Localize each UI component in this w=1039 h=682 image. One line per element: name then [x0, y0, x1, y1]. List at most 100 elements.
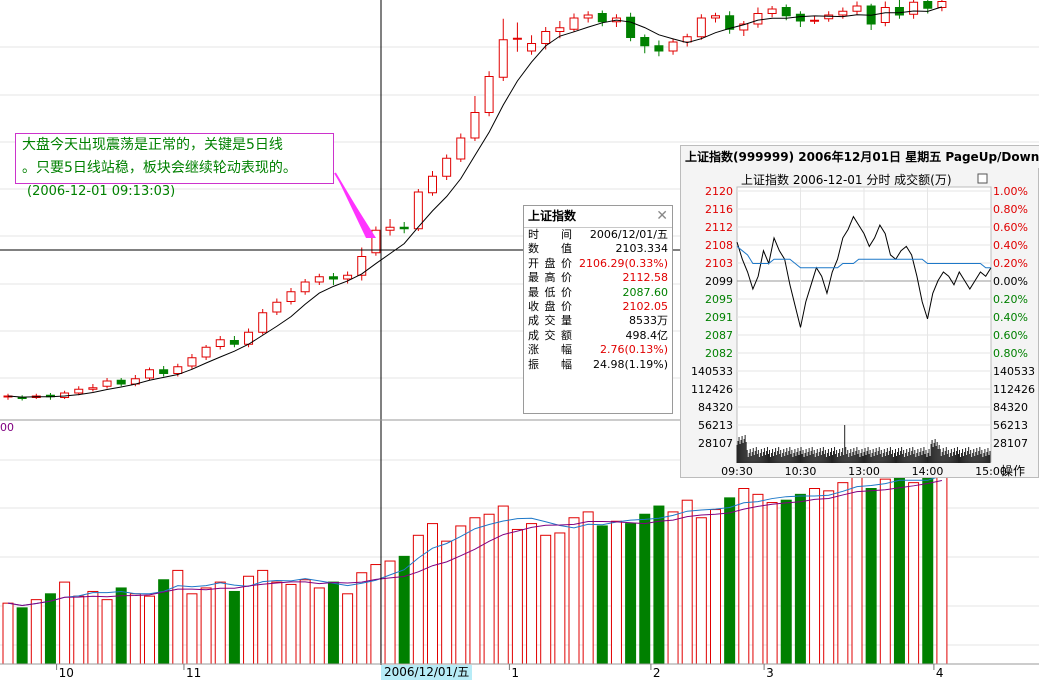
candle — [300, 279, 310, 295]
info-value: 2106.29(0.33%) — [578, 256, 668, 270]
info-row: 涨幅 2.76(0.13%) — [524, 343, 672, 357]
pct-tick: 0.40% — [993, 239, 1028, 252]
info-value: 498.4亿 — [625, 328, 669, 342]
candle — [343, 271, 353, 284]
candle — [357, 247, 367, 281]
info-key: 收盘价 — [528, 299, 572, 313]
pct-tick: 0.60% — [993, 221, 1028, 234]
volume-bar — [327, 581, 339, 665]
volume-bar — [823, 490, 835, 665]
info-value: 8533万 — [629, 314, 668, 328]
volume-bar — [342, 593, 354, 665]
price-tick: 2120 — [705, 185, 733, 198]
candle — [371, 226, 381, 256]
candle — [527, 35, 537, 55]
close-icon[interactable]: ✕ — [656, 208, 668, 224]
volume-bar — [681, 499, 693, 665]
volume-tick-right: 84320 — [993, 401, 1028, 414]
candle — [569, 13, 579, 32]
info-value: 2.76(0.13%) — [599, 343, 668, 357]
candle — [187, 354, 197, 369]
info-value: 2102.05 — [622, 299, 669, 313]
candle — [753, 7, 763, 28]
price-tick: 2103 — [705, 257, 733, 270]
volume-bar — [936, 464, 948, 665]
info-row: 成交额 498.4亿 — [524, 329, 672, 343]
candle — [852, 1, 862, 15]
volume-bar — [540, 534, 552, 665]
intraday-chart[interactable]: 上证指数 2006-12-01 分时 成交额(万) 2120 1.00% 2116 0.… — [681, 168, 1039, 479]
cursor-date-label: 2006/12/01/五 — [381, 665, 473, 680]
candle — [272, 298, 282, 315]
candle — [3, 393, 13, 400]
info-panel-title[interactable]: 上证指数 — [524, 206, 672, 228]
price-tick: 2108 — [705, 239, 733, 252]
candle — [583, 11, 593, 23]
intraday-subtitle: 上证指数 2006-12-01 分时 成交额(万) — [741, 172, 952, 187]
volume-bar — [285, 583, 297, 665]
volume-tick-right: 28107 — [993, 437, 1028, 450]
volume-bar — [511, 528, 523, 665]
volume-tick-right: 112426 — [993, 383, 1035, 396]
volume-bar — [186, 593, 198, 665]
info-key: 时间 — [528, 228, 572, 241]
candle — [739, 21, 749, 36]
candle — [711, 12, 720, 23]
candle — [810, 16, 820, 24]
candle — [626, 12, 636, 42]
price-tick: 2087 — [705, 329, 733, 342]
pct-tick: 0.20% — [993, 293, 1028, 306]
annotation-line1: 大盘今天出现震荡是正常的，关键是5日线 — [22, 137, 283, 153]
time-tick: 15:00 — [975, 465, 1007, 478]
info-row: 数值 2103.334 — [524, 242, 672, 256]
volume-bar — [87, 590, 99, 665]
info-value: 24.98(1.19%) — [592, 357, 668, 371]
pct-tick: 0.80% — [993, 203, 1028, 216]
time-tick: 09:30 — [721, 465, 753, 478]
candle — [484, 71, 494, 117]
candle — [866, 3, 876, 30]
candle — [328, 273, 338, 285]
annotation-box: 大盘今天出现震荡是正常的，关键是5日线 。只要5日线站稳，板块会继续轮动表现的。 — [15, 133, 334, 184]
candle — [781, 4, 791, 21]
candle — [456, 133, 466, 162]
candle — [555, 21, 565, 39]
candle — [442, 154, 452, 180]
info-key: 成交额 — [528, 328, 572, 342]
info-key: 成交量 — [528, 314, 572, 328]
price-tick: 2099 — [705, 275, 733, 288]
info-key: 振幅 — [528, 357, 572, 371]
volume-bar — [879, 478, 891, 665]
annotation-timestamp: (2006-12-01 09:13:03) — [27, 184, 176, 199]
action-button[interactable]: 操作 — [1001, 463, 1025, 478]
candle — [470, 96, 480, 141]
volume-tick: 56213 — [698, 419, 733, 432]
candle — [937, 0, 947, 12]
volume-bar — [653, 505, 665, 665]
x-tick-label: 10 — [58, 666, 74, 680]
info-row: 振幅 24.98(1.19%) — [524, 358, 672, 372]
candle — [880, 1, 890, 27]
volume-bar — [144, 595, 155, 665]
candle — [725, 11, 735, 34]
info-key: 数值 — [528, 242, 572, 256]
volume-tick: 84320 — [698, 401, 733, 414]
annotation-line2: 。只要5日线站稳，板块会继续轮动表现的。 — [22, 160, 297, 176]
volume-tick: 28107 — [698, 437, 733, 450]
pct-tick: 1.00% — [993, 185, 1028, 198]
intraday-average-line — [736, 246, 991, 269]
volume-bar — [596, 525, 608, 665]
volume-bar — [30, 599, 42, 665]
volume-bar — [639, 513, 651, 665]
intraday-popup[interactable]: 上证指数(999999) 2006年12月01日 星期五 PageUp/Down… — [680, 145, 1039, 478]
volume-axis-label: 00 — [0, 421, 14, 434]
volume-bar — [526, 523, 538, 665]
volume-bar — [908, 482, 920, 665]
x-tick-label: 4 — [935, 666, 944, 680]
volume-bar — [752, 493, 764, 665]
volume-bar — [228, 590, 240, 665]
info-panel[interactable]: 上证指数 ✕ 时间 2006/12/01/五 数值 2103.334 开盘价 2106.2… — [523, 205, 673, 414]
volume-bar — [44, 593, 56, 665]
candle — [102, 378, 112, 389]
